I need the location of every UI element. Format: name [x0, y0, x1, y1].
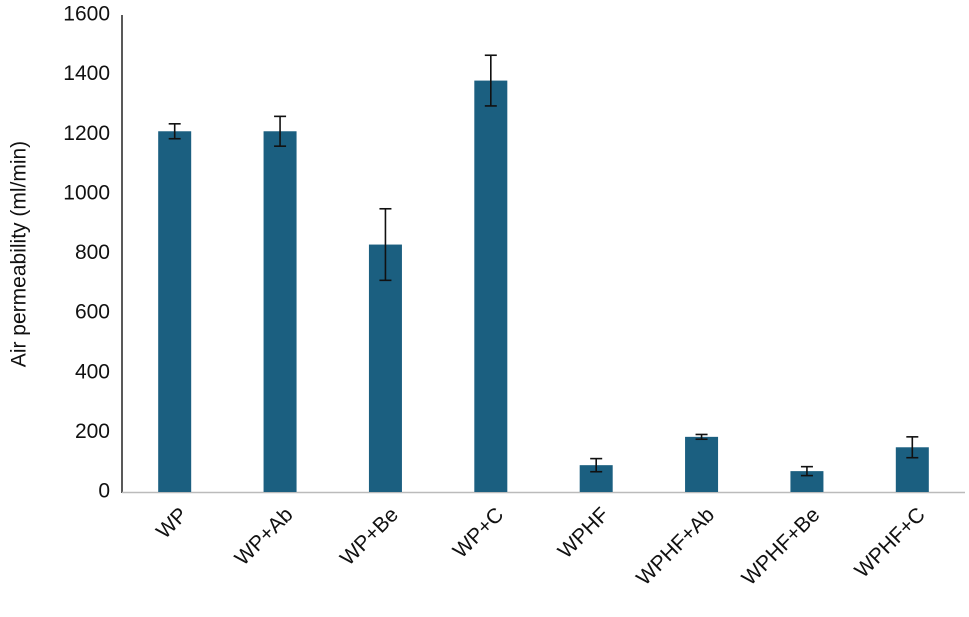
x-tick-label: WPHF+Be [738, 503, 825, 590]
bar [368, 244, 402, 492]
bar [474, 80, 508, 493]
x-tick-label: WP+Be [336, 503, 403, 570]
y-tick-label: 200 [75, 420, 110, 443]
y-tick-label: 1400 [63, 62, 110, 85]
y-tick-label: 0 [98, 480, 110, 503]
x-tick-label: WPHF+C [850, 503, 929, 582]
error-bar [695, 433, 708, 441]
y-tick-label: 1600 [63, 3, 110, 26]
x-tick-label: WP [152, 503, 192, 543]
bar [685, 436, 719, 492]
error-bar [379, 207, 392, 282]
y-axis-label: Air permeability (ml/min) [8, 141, 31, 367]
x-tick-label: WP+C [449, 503, 509, 563]
x-tick-label: WPHF [554, 503, 614, 563]
bar [263, 131, 297, 493]
bar [158, 131, 192, 493]
y-tick-label: 400 [75, 360, 110, 383]
y-tick-label: 800 [75, 241, 110, 264]
x-tick-label: WPHF+Ab [632, 503, 719, 590]
error-bar [800, 465, 813, 477]
y-tick-label: 1200 [63, 122, 110, 145]
error-bar [906, 436, 919, 459]
error-bar [590, 457, 603, 473]
error-bar [274, 115, 287, 147]
y-tick-label: 600 [75, 301, 110, 324]
y-tick-label: 1000 [63, 181, 110, 204]
error-bar [168, 123, 181, 140]
error-bar [484, 54, 497, 107]
x-tick-label: WP+Ab [230, 503, 297, 570]
bar [790, 471, 824, 492]
